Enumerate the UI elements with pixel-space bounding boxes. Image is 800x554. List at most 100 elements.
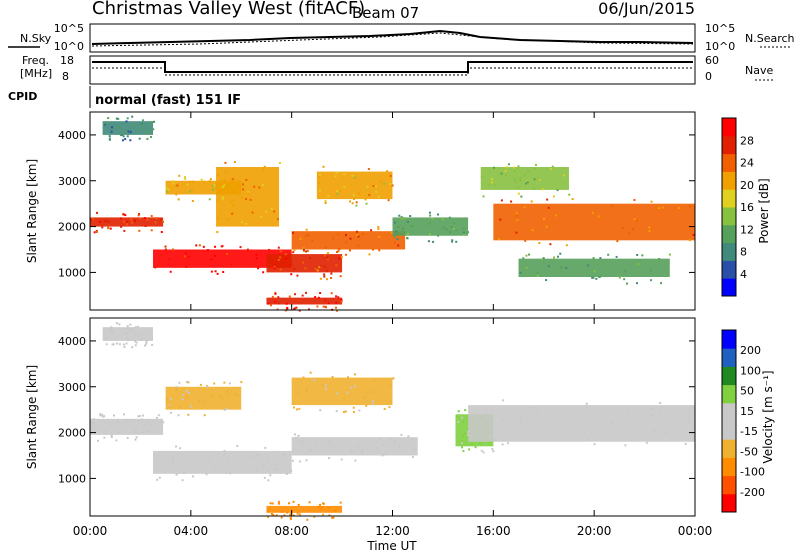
- velocity-speckle: [263, 476, 266, 479]
- power-speckle: [500, 199, 503, 202]
- power-speckle: [206, 249, 209, 252]
- velocity-speckle: [371, 403, 374, 406]
- velocity-speckle: [162, 421, 165, 424]
- power-speckle: [400, 216, 403, 219]
- velocity-speckle: [150, 424, 153, 427]
- power-speckle: [253, 185, 256, 188]
- power-speckle: [95, 230, 98, 233]
- power-speckle: [344, 253, 347, 256]
- velocity-speckle: [103, 415, 106, 418]
- power-speckle: [210, 258, 213, 261]
- power-speckle: [571, 198, 574, 201]
- power-speckle: [304, 267, 307, 270]
- power-speckle: [141, 119, 144, 122]
- power-speckle: [278, 162, 281, 165]
- power-speckle: [175, 193, 178, 196]
- power-speckle: [335, 251, 338, 254]
- power-speckle: [107, 220, 110, 223]
- power-speckle: [214, 245, 217, 248]
- power-speckle: [242, 183, 245, 186]
- velocity-colorbar: -200 -100 -50 -15 15 50 100 200: [721, 329, 765, 513]
- velocity-speckle: [104, 337, 107, 340]
- velocity-speckle: [414, 448, 417, 451]
- velocity-speckle: [288, 502, 291, 505]
- velocity-speckle: [137, 415, 140, 418]
- power-speckle: [319, 277, 322, 280]
- power-speckle: [247, 192, 250, 195]
- power-speckle: [429, 214, 432, 217]
- power-speckle: [214, 270, 217, 273]
- y-tick-label: 2000: [58, 221, 86, 234]
- power-speckle: [449, 231, 452, 234]
- velocity-speckle: [228, 382, 231, 385]
- velocity-speckle: [213, 465, 216, 468]
- power-speckle: [335, 295, 338, 298]
- power-speckle: [245, 178, 248, 181]
- power-speckle: [367, 167, 370, 170]
- power-speckle: [540, 258, 543, 261]
- velocity-speckle: [134, 333, 137, 336]
- velocity-speckle: [346, 376, 349, 379]
- power-speckle: [308, 257, 311, 260]
- velocity-speckle: [388, 406, 391, 409]
- power-speckle: [164, 248, 167, 251]
- power-speckle: [292, 232, 295, 235]
- power-speckle: [276, 308, 279, 311]
- power-speckle: [513, 169, 516, 172]
- power-speckle: [123, 229, 126, 232]
- velocity-speckle: [101, 415, 104, 418]
- colorbar-segment: [722, 475, 736, 495]
- velocity-speckle: [147, 430, 150, 433]
- power-speckle: [305, 234, 308, 237]
- power-speckle: [249, 198, 252, 201]
- power-speckle: [345, 234, 348, 237]
- velocity-speckle: [346, 391, 349, 394]
- power-speckle: [327, 302, 330, 305]
- colorbar-tick-label: 12: [740, 223, 754, 236]
- power-speckle: [294, 293, 297, 296]
- velocity-speckle: [225, 471, 228, 474]
- velocity-speckle: [321, 506, 324, 509]
- power-speckle: [491, 181, 494, 184]
- velocity-speckle: [377, 450, 380, 453]
- velocity-speckle: [126, 419, 129, 422]
- power-speckle: [411, 225, 414, 228]
- power-speckle: [648, 226, 651, 229]
- power-speckle: [263, 165, 266, 168]
- power-speckle: [547, 265, 550, 268]
- velocity-speckle: [131, 346, 134, 349]
- velocity-speckle: [175, 445, 178, 448]
- power-speckle: [141, 122, 144, 125]
- power-speckle: [536, 274, 539, 277]
- colorbar-segment: [722, 348, 736, 367]
- power-speckle: [524, 239, 527, 242]
- power-speckle: [273, 265, 276, 268]
- velocity-speckle: [96, 439, 99, 442]
- velocity-speckle: [334, 509, 337, 512]
- power-speckle: [242, 188, 245, 191]
- velocity-speckle: [125, 332, 128, 335]
- velocity-speckle: [342, 397, 345, 400]
- velocity-speckle: [225, 407, 228, 410]
- colorbar-tick-label: 24: [740, 157, 754, 170]
- velocity-speckle: [308, 501, 311, 504]
- colorbar-tick-label: -100: [740, 466, 765, 479]
- power-speckle: [556, 189, 559, 192]
- power-speckle: [222, 270, 225, 273]
- velocity-speckle: [211, 395, 214, 398]
- velocity-speckle: [129, 323, 132, 326]
- power-speckle: [231, 178, 234, 181]
- velocity-speckle: [350, 451, 353, 454]
- velocity-speckle: [583, 430, 586, 433]
- velocity-speckle: [392, 377, 395, 380]
- velocity-speckle: [354, 459, 357, 462]
- power-speckle: [273, 267, 276, 270]
- power-speckle: [551, 165, 554, 168]
- power-speckle: [428, 211, 431, 214]
- power-speckle: [637, 263, 640, 266]
- power-speckle: [532, 187, 535, 190]
- power-speckle: [661, 206, 664, 209]
- power-speckle: [98, 220, 101, 223]
- colorbar-segment: [722, 402, 736, 422]
- velocity-speckle: [141, 414, 144, 417]
